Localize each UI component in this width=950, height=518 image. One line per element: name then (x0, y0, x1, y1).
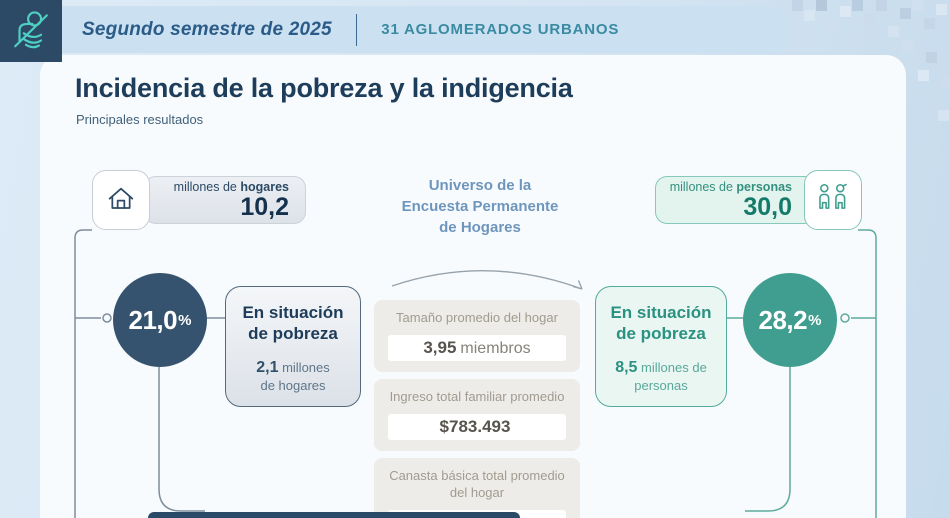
persons-icon-box (804, 170, 862, 230)
persons-poverty-status-title: En situación de pobreza (610, 303, 712, 344)
persons-poverty-rate: 28,2 (758, 304, 808, 335)
page-title: Incidencia de la pobreza y la indigencia (75, 73, 573, 103)
indec-logo-icon (8, 6, 54, 57)
households-total-pill: millones de hogares 10,2 (144, 176, 306, 224)
household-averages-column: Tamaño promedio del hogar 3,95 miembros I… (374, 300, 580, 518)
households-poverty-rate-unit: % (178, 311, 192, 329)
persons-total-pill: millones de personas 30,0 (655, 176, 817, 224)
avg-household-size-label: Tamaño promedio del hogar (396, 310, 558, 325)
house-icon (101, 178, 141, 223)
persons-total-value: 30,0 (743, 192, 792, 221)
page-subtitle: Principales resultados (76, 112, 204, 127)
mosaic-tile (918, 70, 929, 81)
persons-poverty-status-box: En situación de pobreza 8,5 millones de … (595, 286, 727, 407)
households-poverty-amount: 2,1 millones de hogares (256, 358, 330, 394)
mosaic-tile (912, 0, 923, 11)
mosaic-tile (902, 40, 913, 51)
households-poverty-rate: 21,0 (128, 304, 178, 335)
households-poverty-status-box: En situación de pobreza 2,1 millones de … (225, 286, 361, 407)
mosaic-tile (876, 0, 887, 11)
avg-household-size-box: Tamaño promedio del hogar 3,95 miembros (374, 300, 580, 372)
avg-family-income-label: Ingreso total familiar promedio (389, 388, 565, 404)
next-section-edge (148, 512, 520, 518)
avg-family-income-box: Ingreso total familiar promedio $783.493 (374, 378, 580, 451)
top-bar: Segundo semestre de 2025 31 AGLOMERADOS … (50, 6, 788, 53)
avg-basic-basket-label: Canasta básica total promedio del hogar (389, 467, 565, 500)
mosaic-tile (940, 76, 950, 87)
mosaic-tile (840, 6, 851, 17)
people-icon (812, 176, 854, 225)
mosaic-tile (938, 110, 949, 121)
persons-poverty-amount: 8,5 millones de personas (615, 358, 707, 394)
households-total-value: 10,2 (240, 192, 289, 221)
households-icon-box (92, 170, 150, 230)
households-total-label: millones de hogares (173, 179, 289, 194)
indec-logo (0, 0, 62, 62)
period-label: Segundo semestre de 2025 (82, 18, 332, 40)
mosaic-tile (852, 0, 863, 11)
avg-household-size-value-box: 3,95 miembros (388, 334, 566, 361)
coverage-label: 31 AGLOMERADOS URBANOS (381, 21, 620, 38)
mosaic-tile (864, 14, 875, 25)
households-poverty-rate-circle: 21,0 % (113, 273, 207, 367)
persons-poverty-rate-unit: % (808, 311, 822, 329)
mosaic-tile (792, 0, 803, 11)
persons-poverty-rate-circle: 28,2 % (743, 273, 837, 367)
mosaic-tile (828, 20, 839, 31)
mosaic-tile (888, 26, 899, 37)
mosaic-tile (816, 0, 827, 11)
persons-total-label: millones de personas (669, 179, 792, 194)
mosaic-tile (924, 18, 935, 29)
avg-basic-basket-box: Canasta básica total promedio del hogar … (374, 457, 580, 518)
top-bar-divider (355, 13, 358, 46)
mosaic-tile (936, 4, 947, 15)
universe-heading: Universo de la Encuesta Permanente de Ho… (401, 177, 559, 236)
mosaic-tile (804, 10, 815, 21)
mosaic-tile (926, 52, 937, 63)
avg-family-income-value-box: $783.493 (388, 413, 566, 440)
households-poverty-status-title: En situación de pobreza (242, 303, 344, 344)
mosaic-tile (900, 8, 911, 19)
